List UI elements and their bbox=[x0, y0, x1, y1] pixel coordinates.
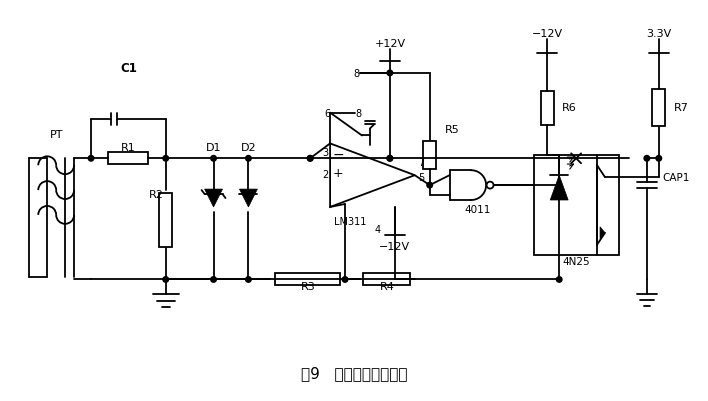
Text: 5: 5 bbox=[418, 173, 424, 183]
Polygon shape bbox=[239, 189, 258, 207]
Text: 4: 4 bbox=[375, 225, 381, 235]
Circle shape bbox=[307, 156, 313, 161]
Text: 8: 8 bbox=[353, 69, 359, 79]
Text: 图9   同步信号采集电路: 图9 同步信号采集电路 bbox=[301, 366, 407, 381]
Text: R6: R6 bbox=[562, 103, 577, 113]
Bar bbox=[423, 142, 436, 169]
Text: R2: R2 bbox=[149, 190, 164, 200]
Text: +: + bbox=[333, 167, 343, 180]
Bar bbox=[541, 91, 554, 125]
Text: 7: 7 bbox=[418, 158, 424, 168]
Text: R3: R3 bbox=[301, 282, 316, 292]
Text: 3: 3 bbox=[322, 148, 328, 158]
Text: CAP1: CAP1 bbox=[663, 173, 690, 183]
Bar bbox=[275, 273, 340, 286]
Text: 2: 2 bbox=[322, 170, 328, 180]
Text: 3.3V: 3.3V bbox=[646, 29, 671, 39]
Circle shape bbox=[342, 277, 348, 282]
Circle shape bbox=[387, 156, 393, 161]
Bar bbox=[108, 152, 148, 164]
Text: D2: D2 bbox=[241, 144, 256, 153]
Bar bbox=[535, 155, 619, 255]
Circle shape bbox=[211, 156, 217, 161]
Text: D1: D1 bbox=[206, 144, 222, 153]
Circle shape bbox=[163, 277, 169, 282]
Bar bbox=[159, 192, 172, 247]
Text: −12V: −12V bbox=[532, 29, 563, 39]
Polygon shape bbox=[205, 189, 222, 207]
Text: −: − bbox=[332, 148, 344, 162]
Text: R5: R5 bbox=[445, 126, 459, 136]
Bar bbox=[652, 89, 666, 126]
Text: +12V: +12V bbox=[375, 39, 406, 49]
Bar bbox=[363, 273, 410, 286]
Circle shape bbox=[556, 277, 562, 282]
Circle shape bbox=[163, 156, 169, 161]
Circle shape bbox=[644, 156, 650, 161]
Text: 6: 6 bbox=[324, 109, 330, 119]
Text: 4011: 4011 bbox=[464, 205, 491, 215]
Text: 4N25: 4N25 bbox=[562, 257, 590, 267]
Text: 8: 8 bbox=[355, 109, 361, 119]
Circle shape bbox=[307, 156, 313, 161]
Text: C1: C1 bbox=[120, 63, 137, 75]
Circle shape bbox=[656, 156, 661, 161]
Text: R1: R1 bbox=[120, 144, 135, 153]
Text: LM311: LM311 bbox=[334, 217, 366, 227]
Text: PT: PT bbox=[50, 130, 63, 140]
Text: R4: R4 bbox=[379, 282, 394, 292]
Circle shape bbox=[211, 277, 217, 282]
Circle shape bbox=[387, 156, 393, 161]
Circle shape bbox=[387, 70, 393, 76]
Text: R7: R7 bbox=[674, 103, 689, 113]
Polygon shape bbox=[600, 227, 605, 239]
Circle shape bbox=[246, 277, 251, 282]
Circle shape bbox=[427, 182, 433, 188]
Circle shape bbox=[88, 156, 94, 161]
Text: −12V: −12V bbox=[379, 242, 411, 252]
Polygon shape bbox=[550, 175, 568, 200]
Circle shape bbox=[246, 156, 251, 161]
